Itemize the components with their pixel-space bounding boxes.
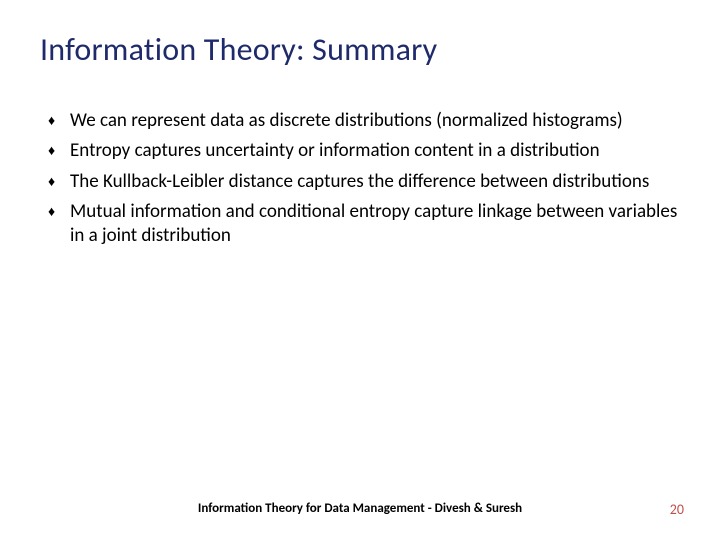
slide-title: Information Theory: Summary <box>40 30 680 69</box>
slide: Information Theory: Summary ♦ We can rep… <box>0 0 720 540</box>
bullet-text: We can represent data as discrete distri… <box>70 109 680 133</box>
diamond-icon: ♦ <box>48 109 70 133</box>
footer-text: Information Theory for Data Management -… <box>0 501 720 516</box>
list-item: ♦ Entropy captures uncertainty or inform… <box>48 139 680 163</box>
bullet-list: ♦ We can represent data as discrete dist… <box>40 109 680 249</box>
diamond-icon: ♦ <box>48 200 70 224</box>
diamond-icon: ♦ <box>48 170 70 194</box>
bullet-text: Entropy captures uncertainty or informat… <box>70 139 680 163</box>
diamond-icon: ♦ <box>48 139 70 163</box>
page-number: 20 <box>670 501 684 518</box>
list-item: ♦ We can represent data as discrete dist… <box>48 109 680 133</box>
bullet-text: The Kullback-Leibler distance captures t… <box>70 170 680 194</box>
list-item: ♦ Mutual information and conditional ent… <box>48 200 680 249</box>
list-item: ♦ The Kullback-Leibler distance captures… <box>48 170 680 194</box>
bullet-text: Mutual information and conditional entro… <box>70 200 680 249</box>
